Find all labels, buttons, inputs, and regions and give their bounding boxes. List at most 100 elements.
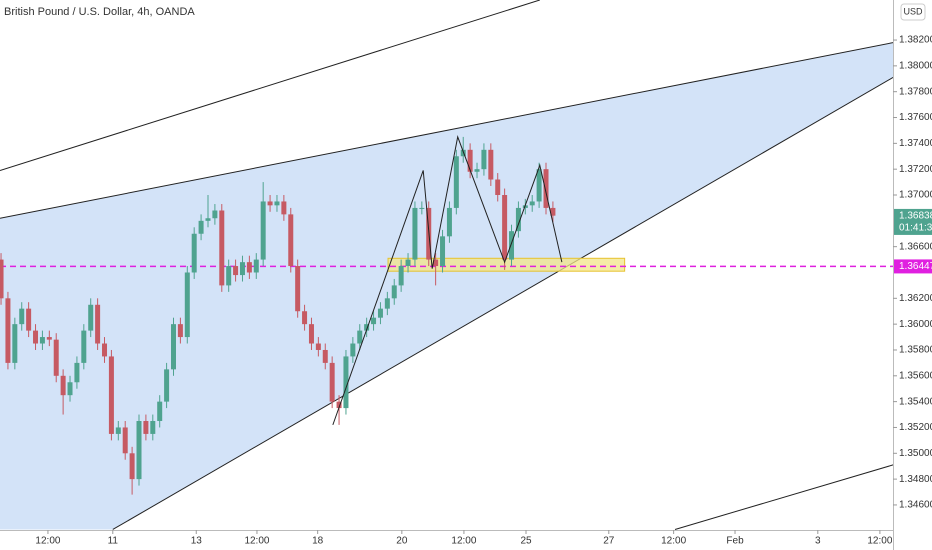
y-tick-label: 1.38200 xyxy=(899,35,932,46)
candle-body xyxy=(253,259,259,273)
y-tick-label: 1.36200 xyxy=(899,293,932,304)
candle-body xyxy=(315,343,321,350)
candle-body xyxy=(364,324,370,331)
candle-body xyxy=(467,149,473,172)
x-tick-label: 12:00 xyxy=(244,536,269,547)
x-tick-label: 11 xyxy=(108,536,119,547)
candle-body xyxy=(302,311,308,325)
y-tick-label: 1.38000 xyxy=(899,61,932,72)
candle-body xyxy=(33,330,39,344)
candle-body xyxy=(509,231,515,260)
pattern-line xyxy=(332,135,563,426)
candle-body xyxy=(260,201,266,260)
candle-body xyxy=(108,356,114,434)
candle-body xyxy=(419,207,425,209)
trend-line xyxy=(0,42,894,219)
candle-body xyxy=(205,218,211,221)
bar-countdown: 01:41:37 xyxy=(899,223,932,234)
x-tick-label: 20 xyxy=(396,536,408,547)
candle-body xyxy=(67,382,73,396)
candle-body xyxy=(177,324,183,338)
candle-body xyxy=(88,304,94,331)
candle-body xyxy=(164,369,170,402)
y-tick-label: 1.36000 xyxy=(899,319,932,330)
candle-body xyxy=(543,169,549,208)
y-tick-label: 1.37200 xyxy=(899,164,932,175)
candle-body xyxy=(219,210,225,286)
x-tick-label: 3 xyxy=(815,536,821,547)
candle-body xyxy=(384,298,390,309)
trend-line xyxy=(0,0,540,171)
candle-body xyxy=(495,179,501,196)
y-tick-label: 1.37600 xyxy=(899,112,932,123)
candle-body xyxy=(274,201,280,206)
x-tick-label: 25 xyxy=(520,536,532,547)
y-tick-label: 1.34600 xyxy=(899,500,932,511)
candle-body xyxy=(39,337,45,344)
candle-body xyxy=(412,207,418,260)
candle-body xyxy=(322,349,328,363)
candle-body xyxy=(198,220,204,234)
y-tick-label: 1.34800 xyxy=(899,474,932,485)
candle-body xyxy=(453,156,459,208)
support-zone xyxy=(387,257,626,272)
candle-body xyxy=(184,272,190,338)
candle-body xyxy=(288,214,294,267)
x-tick-label: 12:00 xyxy=(451,536,476,547)
candle-body xyxy=(336,401,342,409)
candle-body xyxy=(5,298,11,363)
candle-body xyxy=(95,304,101,344)
candle-body xyxy=(343,356,349,409)
x-tick-label: 12:00 xyxy=(661,536,686,547)
candle-body xyxy=(295,266,301,312)
candle-body xyxy=(357,330,363,344)
candle-body xyxy=(136,421,142,480)
candle-body xyxy=(391,285,397,299)
y-tick-label: 1.35400 xyxy=(899,396,932,407)
candle-body xyxy=(26,308,32,331)
candle-body xyxy=(481,149,487,170)
candle-body xyxy=(502,195,508,260)
candle-body xyxy=(226,266,232,286)
x-tick-label: Feb xyxy=(726,536,744,547)
candle-body xyxy=(19,308,25,325)
currency-button[interactable] xyxy=(900,3,926,21)
candle-body xyxy=(267,201,273,206)
level-price-label: 1.36447 xyxy=(899,261,932,272)
candle-body xyxy=(377,308,383,318)
candle-body xyxy=(371,317,377,325)
candle-body xyxy=(143,421,149,434)
candle-body xyxy=(233,266,239,276)
level-price-box xyxy=(894,259,932,274)
candle-body xyxy=(281,201,287,215)
y-tick-label: 1.35800 xyxy=(899,345,932,356)
candle-body xyxy=(191,233,197,273)
last-price-box xyxy=(894,208,932,235)
candle-body xyxy=(170,324,176,370)
candle-body xyxy=(398,266,404,286)
candle-body xyxy=(308,324,314,344)
x-tick-label: 13 xyxy=(191,536,203,547)
candle-body xyxy=(405,259,411,267)
y-tick-label: 1.37400 xyxy=(899,138,932,149)
candle-body xyxy=(115,427,121,434)
candle-body xyxy=(246,262,252,273)
chart-title: British Pound / U.S. Dollar, 4h, OANDA xyxy=(4,6,195,18)
candle-body xyxy=(350,343,356,357)
y-tick-label: 1.35000 xyxy=(899,448,932,459)
plot-area xyxy=(0,0,894,530)
last-price-label: 1.36838 xyxy=(899,211,932,222)
candle-body xyxy=(122,427,128,454)
currency-label: USD xyxy=(903,6,923,16)
candle-body xyxy=(329,362,335,402)
x-tick-label: 27 xyxy=(603,536,615,547)
wedge-fill xyxy=(0,42,893,530)
y-tick-label: 1.37800 xyxy=(899,86,932,97)
candle-body xyxy=(157,401,163,422)
x-tick-label: 12:00 xyxy=(867,536,892,547)
candle-body xyxy=(529,201,535,206)
candle-body xyxy=(74,362,80,383)
trend-line xyxy=(674,464,894,530)
trend-line xyxy=(112,77,894,530)
x-tick-label: 18 xyxy=(312,536,324,547)
